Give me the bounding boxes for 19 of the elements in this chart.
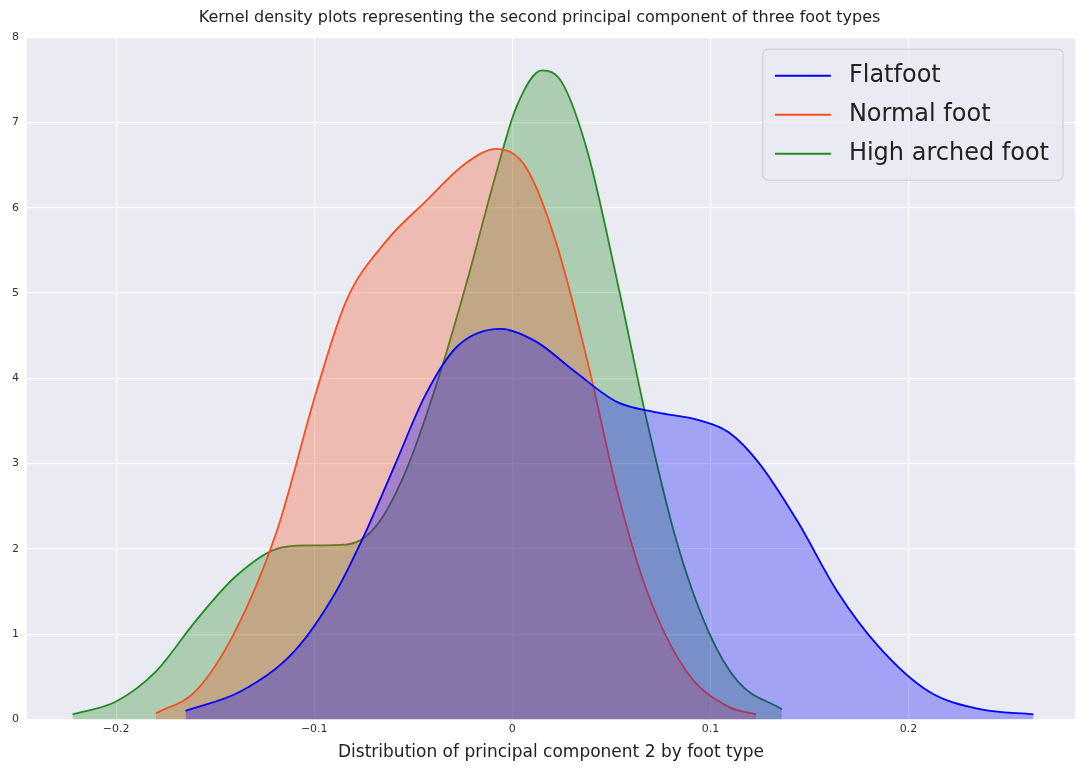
- y-tick-label: 8: [12, 30, 19, 44]
- x-tick-label: 0: [508, 721, 516, 735]
- x-tick-label: −0.1: [300, 721, 328, 735]
- y-tick-label: 1: [12, 626, 19, 640]
- y-tick-label: 6: [12, 200, 19, 214]
- y-tick-label: 4: [12, 371, 19, 385]
- chart-title: Kernel density plots representing the second principal component of three foot types: [198, 6, 881, 26]
- legend-label: Flatfoot: [848, 59, 941, 88]
- x-tick-label: 0.2: [899, 721, 918, 735]
- x-tick-label: −0.2: [102, 721, 130, 735]
- y-tick-label: 2: [12, 541, 19, 555]
- y-tick-label: 3: [12, 456, 19, 470]
- legend-label: Normal foot: [848, 98, 991, 127]
- y-tick-label: 0: [12, 712, 19, 726]
- y-tick-label: 7: [12, 115, 19, 129]
- x-tick-label: 0.1: [701, 721, 720, 735]
- y-tick-label: 5: [12, 285, 19, 299]
- legend-label: High arched foot: [848, 137, 1050, 166]
- x-axis-title: Distribution of principal component 2 by foot type: [338, 741, 764, 762]
